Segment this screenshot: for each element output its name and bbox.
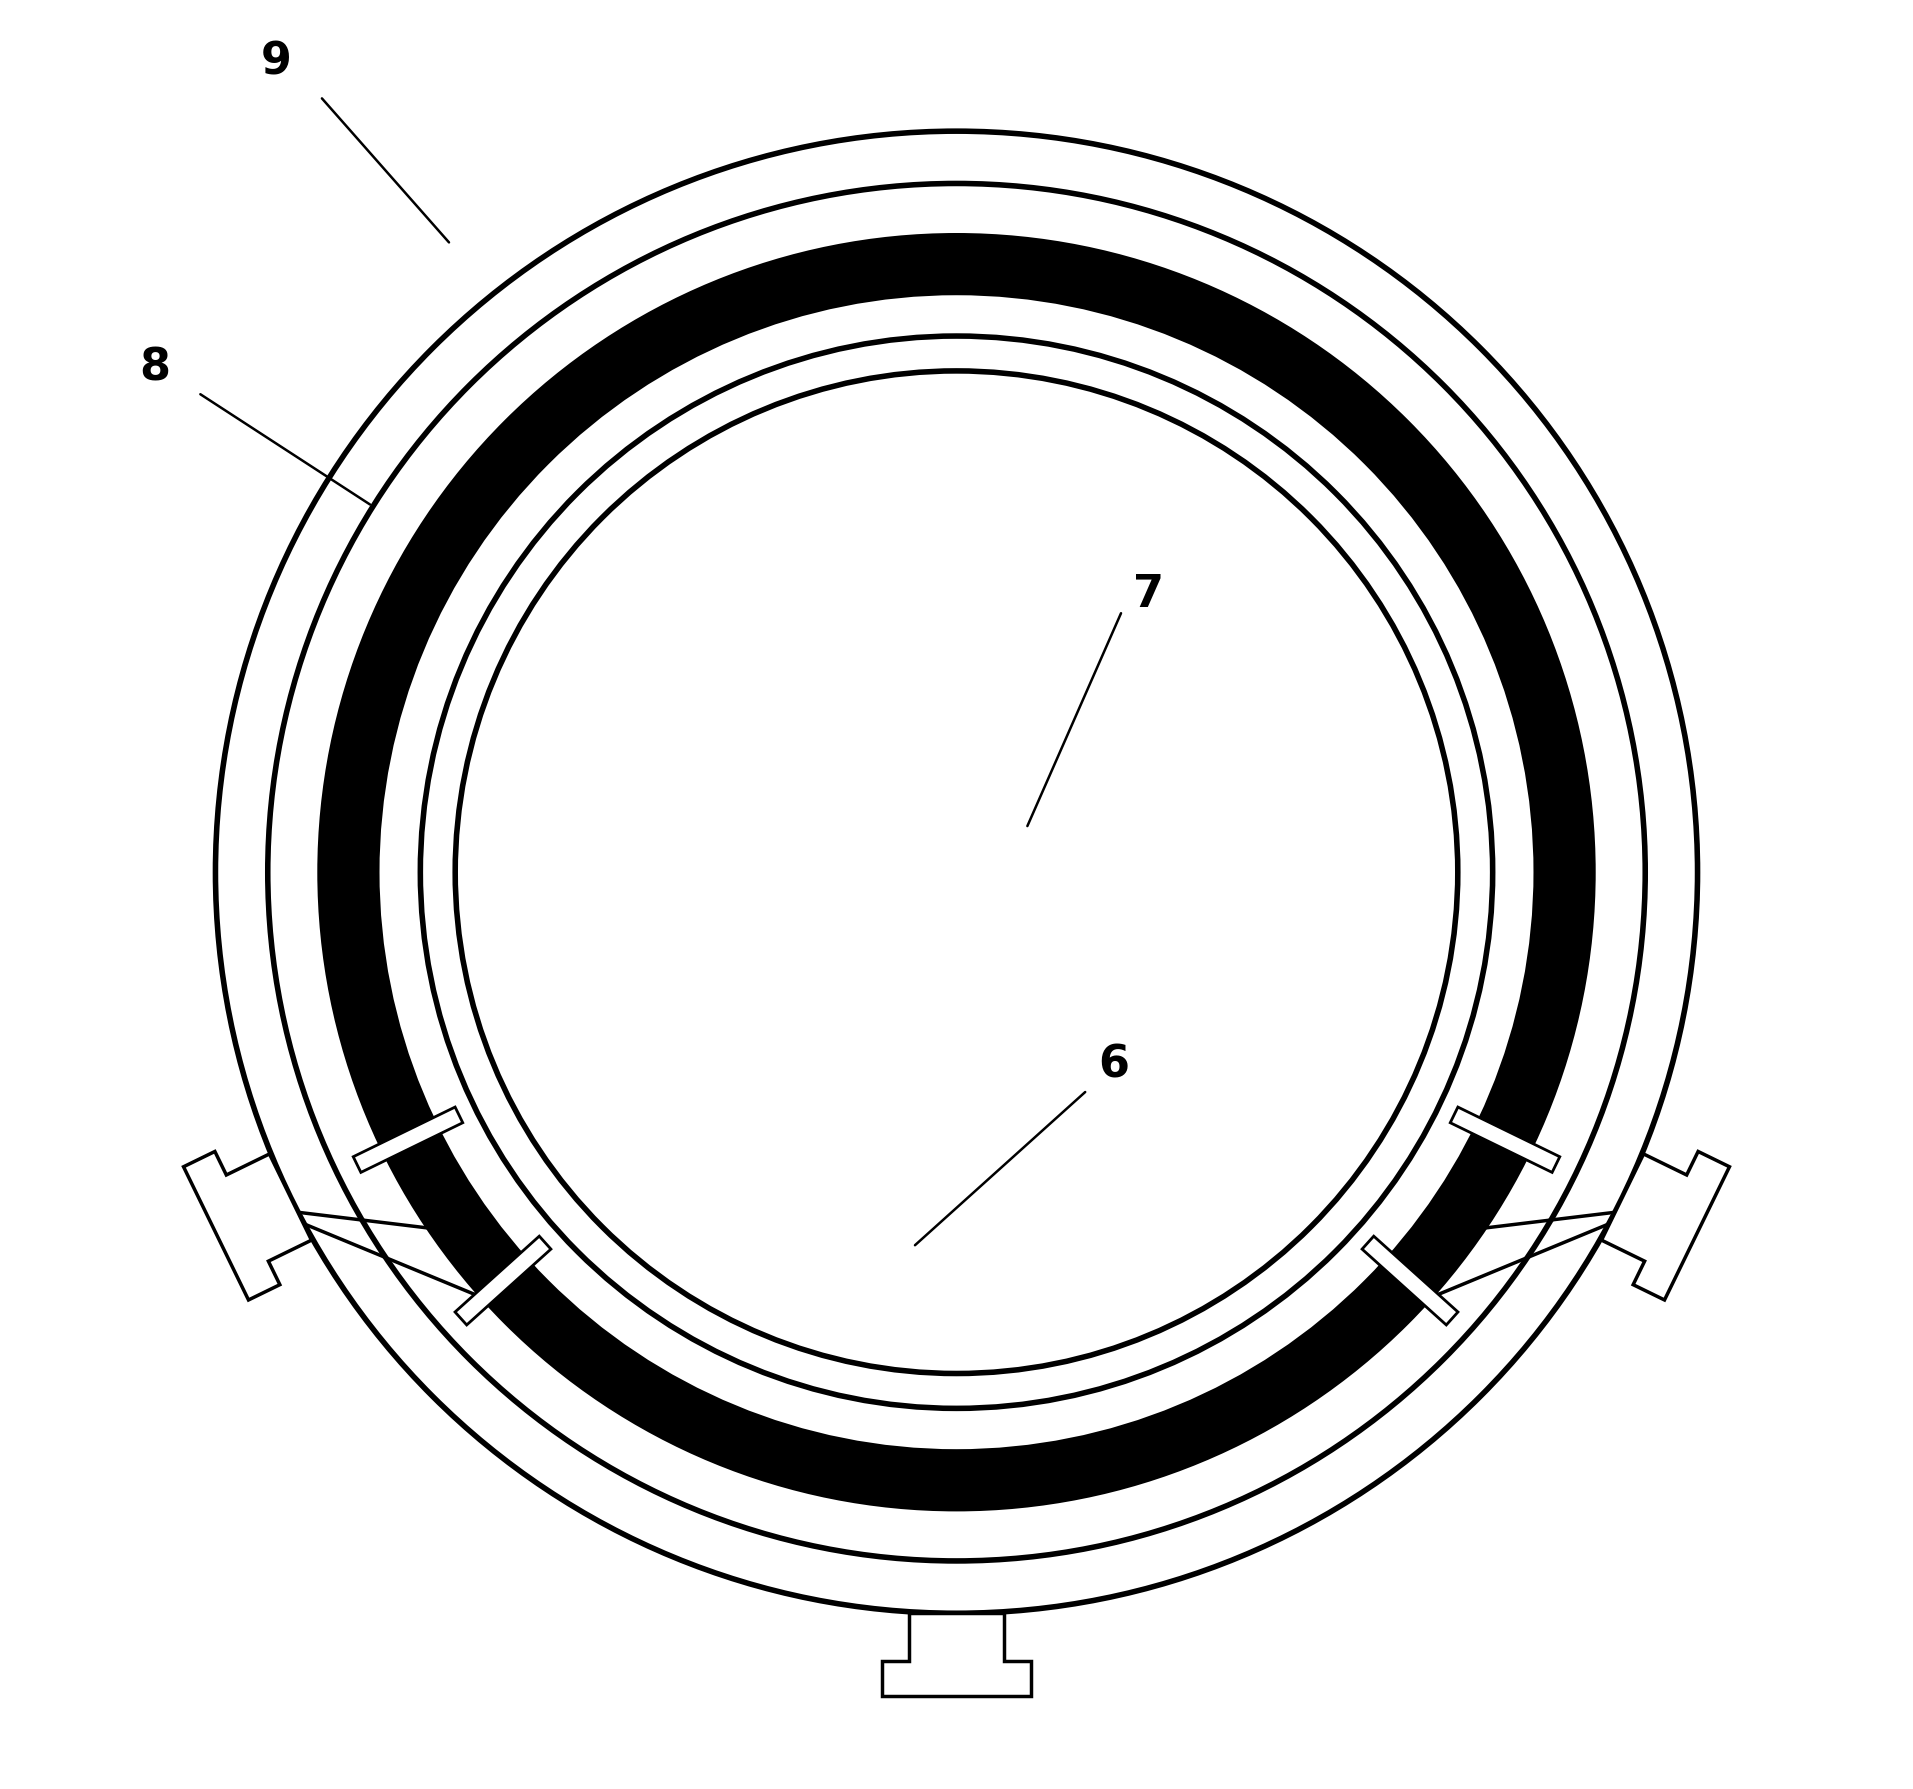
Polygon shape	[354, 1107, 463, 1174]
Text: 6: 6	[1098, 1043, 1129, 1086]
Polygon shape	[1450, 1107, 1559, 1174]
Polygon shape	[1601, 1152, 1729, 1301]
Text: 8: 8	[140, 345, 170, 388]
Circle shape	[377, 293, 1536, 1453]
Polygon shape	[184, 1152, 312, 1301]
Text: 7: 7	[1132, 572, 1163, 615]
Text: 9: 9	[260, 41, 293, 84]
Polygon shape	[455, 1236, 551, 1326]
Polygon shape	[882, 1614, 1031, 1696]
Polygon shape	[1362, 1236, 1458, 1326]
